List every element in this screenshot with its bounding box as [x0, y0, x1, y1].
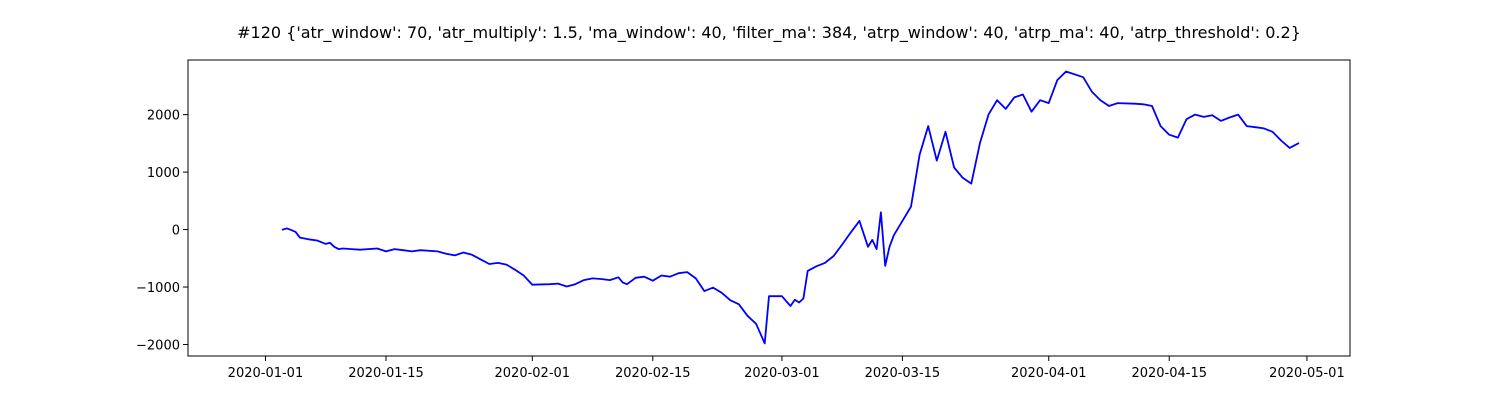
- y-tick-label: 1000: [147, 166, 180, 181]
- x-tick-label: 2020-02-01: [495, 366, 571, 381]
- series-line: [281, 70, 1300, 345]
- y-axis: 2000 1000 0 −1000 −2000: [136, 109, 188, 354]
- y-tick-label: −1000: [136, 281, 180, 296]
- y-tick-label: 2000: [147, 109, 180, 124]
- x-tick-label: 2020-01-15: [348, 366, 424, 381]
- x-tick-label: 2020-03-15: [865, 366, 941, 381]
- plot-frame: [187, 59, 1351, 357]
- plot-series: [281, 70, 1300, 345]
- x-axis: 2020-01-01 2020-01-15 2020-02-01 2020-02-15…: [228, 356, 1345, 381]
- x-tick-label: 2020-05-01: [1269, 366, 1345, 381]
- x-tick-label: 2020-01-01: [228, 366, 304, 381]
- chart-title: #120 {'atr_window': 70, 'atr_multiply': …: [237, 23, 1301, 43]
- y-tick-label: 0: [172, 224, 180, 239]
- y-tick-label: −2000: [136, 339, 180, 354]
- x-tick-label: 2020-02-15: [615, 366, 691, 381]
- x-tick-label: 2020-04-01: [1011, 366, 1087, 381]
- x-tick-label: 2020-04-15: [1131, 366, 1207, 381]
- x-tick-label: 2020-03-01: [744, 366, 820, 381]
